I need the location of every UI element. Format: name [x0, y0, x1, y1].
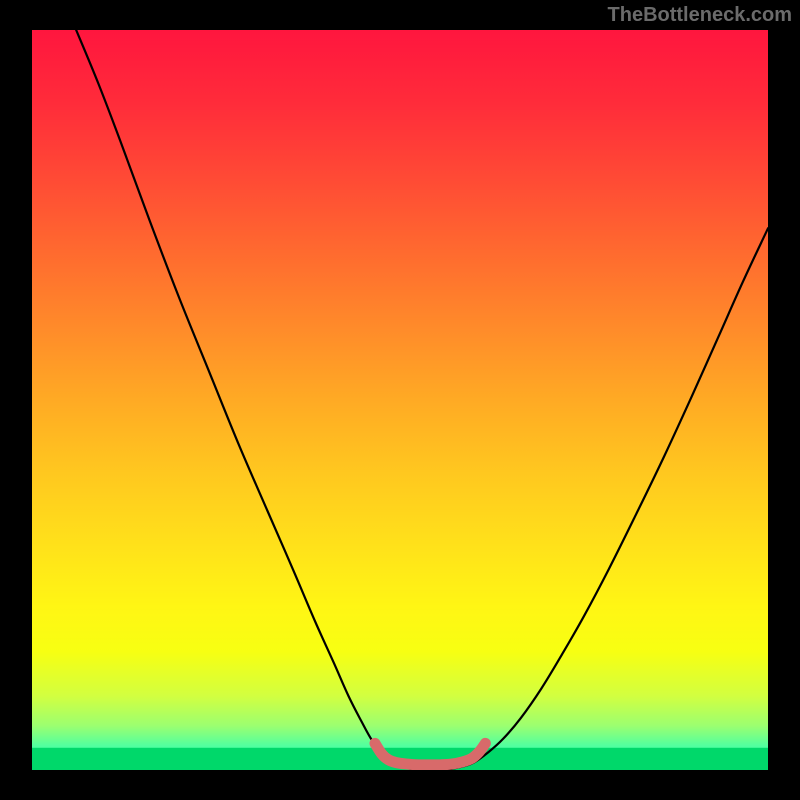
chart-svg	[32, 30, 768, 770]
plot-area	[32, 30, 768, 770]
gradient-background	[32, 30, 768, 770]
chart-container: TheBottleneck.com	[0, 0, 800, 800]
watermark-text: TheBottleneck.com	[608, 4, 792, 27]
